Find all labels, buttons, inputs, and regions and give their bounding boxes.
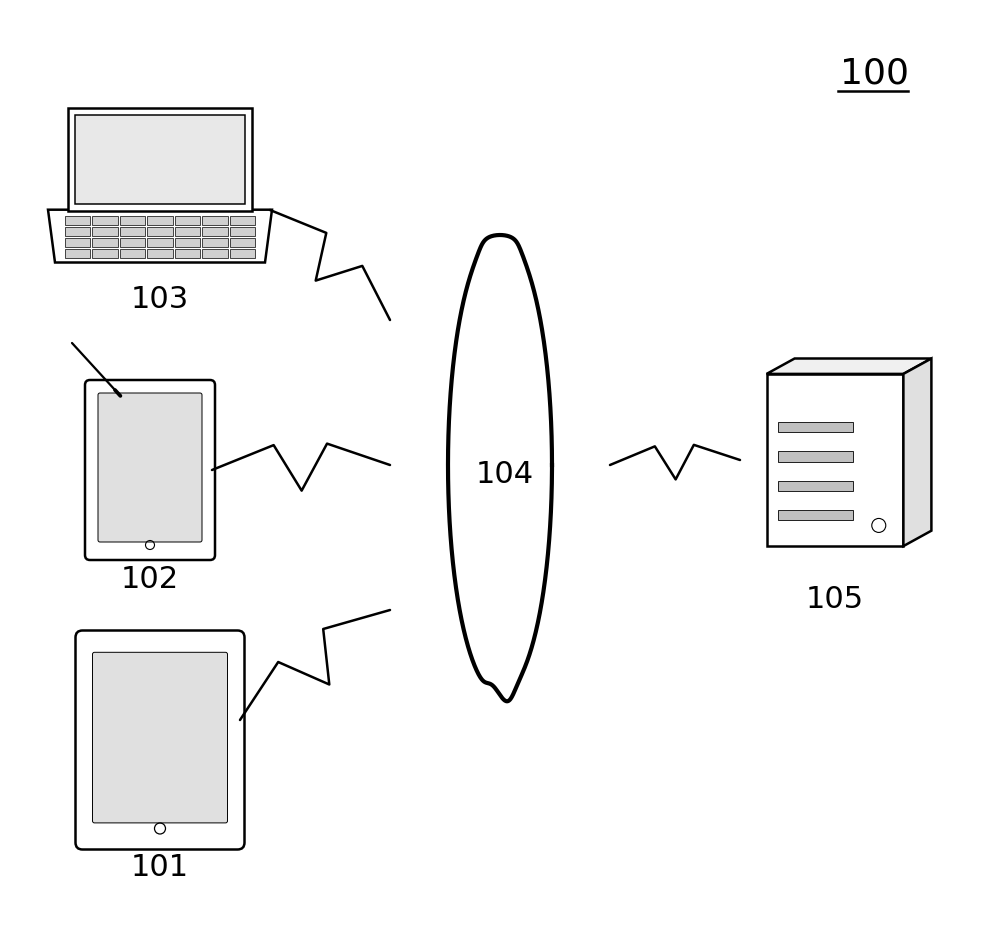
Bar <box>175 226 200 237</box>
Bar <box>147 226 173 237</box>
Bar <box>202 216 228 225</box>
Bar <box>120 226 145 237</box>
Polygon shape <box>767 358 931 374</box>
Bar <box>230 216 255 225</box>
Bar <box>778 510 853 520</box>
FancyBboxPatch shape <box>92 653 228 823</box>
Bar <box>92 237 118 247</box>
Text: 104: 104 <box>476 461 534 490</box>
Bar <box>175 216 200 225</box>
Bar <box>65 249 90 258</box>
Bar <box>778 452 853 462</box>
Bar <box>230 237 255 247</box>
FancyBboxPatch shape <box>98 393 202 542</box>
Bar <box>92 216 118 225</box>
FancyBboxPatch shape <box>76 630 245 850</box>
Bar <box>65 226 90 237</box>
Bar <box>92 249 118 258</box>
Text: 105: 105 <box>806 585 864 614</box>
Bar <box>202 237 228 247</box>
Bar <box>202 226 228 237</box>
Polygon shape <box>767 374 903 546</box>
Text: 101: 101 <box>131 853 189 882</box>
Bar <box>778 481 853 491</box>
Text: 102: 102 <box>121 566 179 595</box>
Bar <box>175 249 200 258</box>
Bar <box>147 237 173 247</box>
Bar <box>202 249 228 258</box>
Polygon shape <box>75 115 245 204</box>
Bar <box>120 237 145 247</box>
Bar <box>92 226 118 237</box>
Bar <box>65 216 90 225</box>
Bar <box>147 249 173 258</box>
Bar <box>778 422 853 433</box>
Bar <box>230 249 255 258</box>
FancyBboxPatch shape <box>85 380 215 560</box>
Text: 103: 103 <box>131 285 189 314</box>
Polygon shape <box>903 358 931 546</box>
Bar <box>120 216 145 225</box>
Bar <box>65 237 90 247</box>
Bar <box>230 226 255 237</box>
Text: 100: 100 <box>840 56 910 90</box>
Bar <box>120 249 145 258</box>
Bar <box>147 216 173 225</box>
Polygon shape <box>68 108 252 210</box>
Bar <box>175 237 200 247</box>
Polygon shape <box>48 209 272 263</box>
